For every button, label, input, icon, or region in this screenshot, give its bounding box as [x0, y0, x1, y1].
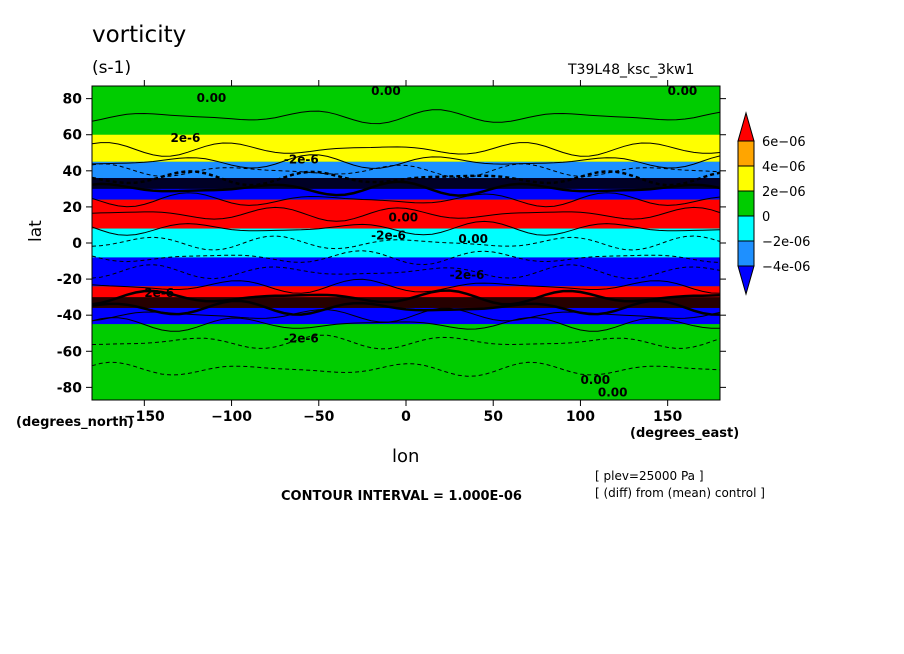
- vorticity-band: [92, 134, 720, 162]
- run-name: T39L48_ksc_3kw1: [568, 62, 695, 78]
- colorbar-label: 0: [762, 210, 770, 225]
- contour-label: 0.00: [580, 373, 610, 387]
- x-tick-label: 50: [483, 409, 503, 425]
- y-tick-label: 40: [63, 164, 83, 180]
- contour-label: 0.00: [598, 385, 628, 399]
- contour-label: -2e-6: [371, 228, 406, 242]
- contour-line: [91, 317, 720, 332]
- contour-line: [91, 278, 721, 294]
- x-tick-label: 150: [653, 409, 682, 425]
- dense-contour-zone: [92, 178, 720, 189]
- x-tick-label: −150: [124, 409, 165, 425]
- dense-contour-zone: [92, 297, 720, 308]
- vorticity-band: [92, 86, 720, 135]
- y-tick-label: -40: [57, 308, 83, 324]
- chart-title: vorticity: [92, 22, 187, 48]
- vorticity-band: [92, 161, 720, 179]
- colorbar-bottom-arrow: [737, 265, 755, 296]
- contour-line: [91, 250, 721, 266]
- contour-line: [91, 307, 721, 323]
- chart-units: (s-1): [92, 58, 132, 78]
- contour-line: [91, 109, 721, 125]
- vorticity-band: [92, 324, 720, 400]
- colorbar-top-arrow: [737, 111, 755, 142]
- contour-line: [91, 206, 721, 222]
- colorbar-label: 4e−06: [762, 160, 806, 175]
- contour-line: [91, 154, 721, 169]
- y-tick-label: 20: [63, 200, 83, 216]
- contour-label: 0.00: [458, 232, 488, 246]
- contour-line: [91, 235, 721, 251]
- note-plev: [ plev=25000 Pa ]: [595, 469, 704, 483]
- y-tick-label: -20: [57, 272, 83, 288]
- colorbar-label: 6e−06: [762, 135, 806, 150]
- x-tick-label: −50: [303, 409, 334, 425]
- x-axis-label: lon: [392, 446, 420, 467]
- colorbar-segment: [737, 190, 755, 217]
- x-tick-label: 100: [566, 409, 595, 425]
- y-tick-label: -60: [57, 344, 83, 360]
- contour-label: 0.00: [197, 91, 227, 105]
- colorbar-label: −2e-06: [762, 235, 810, 250]
- contour-label: 2e-6: [171, 131, 201, 145]
- y-tick-label: -80: [57, 380, 83, 396]
- note-diff: [ (diff) from (mean) control ]: [595, 486, 765, 500]
- contour-label: -2e-6: [450, 268, 485, 282]
- colorbar-label: −4e-06: [762, 260, 810, 275]
- contour-line: [91, 264, 721, 280]
- y-tick-label: 0: [72, 236, 82, 252]
- y-axis-units: (degrees_north): [16, 415, 134, 430]
- contour-line: [91, 192, 721, 208]
- contour-label: -2e-6: [284, 331, 319, 345]
- contour-line: [91, 361, 721, 377]
- colorbar-segment: [737, 165, 755, 192]
- x-tick-label: 0: [401, 409, 411, 425]
- contour-interval: CONTOUR INTERVAL = 1.000E-06: [281, 489, 522, 504]
- colorbar-segment: [737, 140, 755, 167]
- contour-label: -2e-6: [284, 153, 319, 167]
- contour-label: 0.00: [371, 84, 401, 98]
- contour-label: 0.00: [668, 84, 698, 98]
- colorbar-segment: [737, 240, 755, 267]
- contour-line: [91, 299, 721, 316]
- colorbar-label: 2e−06: [762, 185, 806, 200]
- contour-line: [91, 220, 721, 236]
- contour-label: 2e-6: [144, 286, 174, 300]
- y-tick-label: 60: [63, 128, 83, 144]
- y-tick-label: 80: [63, 92, 83, 108]
- contour-line: [91, 142, 721, 157]
- x-axis-units: (degrees_east): [630, 426, 740, 441]
- vorticity-band: [92, 228, 720, 258]
- x-tick-label: −100: [211, 409, 252, 425]
- vorticity-band: [92, 257, 720, 287]
- contour-label: 0.00: [389, 210, 419, 224]
- contour-line: [91, 170, 721, 187]
- colorbar-segment: [737, 215, 755, 242]
